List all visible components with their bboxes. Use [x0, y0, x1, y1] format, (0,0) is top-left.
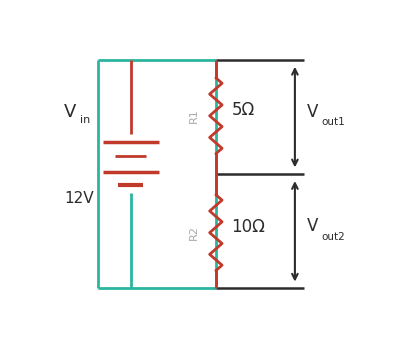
Text: 10Ω: 10Ω [231, 218, 265, 236]
Text: in: in [80, 115, 91, 125]
Text: R1: R1 [189, 108, 199, 123]
Text: 5Ω: 5Ω [231, 101, 255, 119]
Text: V: V [64, 103, 76, 121]
Text: V: V [307, 103, 319, 121]
Text: R2: R2 [189, 225, 199, 240]
Text: out1: out1 [321, 117, 345, 127]
Text: 12V: 12V [64, 191, 94, 206]
Text: V: V [307, 217, 319, 235]
Text: out2: out2 [321, 231, 345, 241]
